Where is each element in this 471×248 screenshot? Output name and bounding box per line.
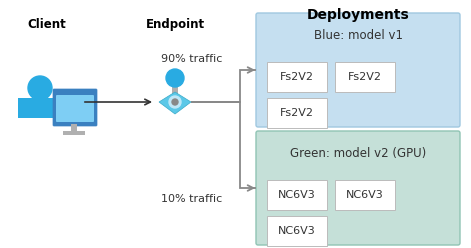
Circle shape [166,69,184,87]
Text: Client: Client [28,18,66,31]
FancyBboxPatch shape [256,13,460,127]
Text: NC6V3: NC6V3 [278,190,316,200]
Text: Deployments: Deployments [307,8,409,22]
Text: Blue: model v1: Blue: model v1 [314,29,403,42]
Bar [71,124,77,132]
FancyBboxPatch shape [335,180,395,210]
Polygon shape [159,92,191,114]
Text: 10% traffic: 10% traffic [161,194,222,204]
FancyBboxPatch shape [56,95,94,122]
FancyBboxPatch shape [267,62,327,92]
FancyBboxPatch shape [267,216,327,246]
Text: NC6V3: NC6V3 [278,226,316,236]
Text: Fs2V2: Fs2V2 [348,72,382,82]
Text: NC6V3: NC6V3 [346,190,384,200]
Polygon shape [18,98,62,118]
Bar [63,131,85,135]
FancyBboxPatch shape [335,62,395,92]
Circle shape [172,99,178,105]
Text: 90% traffic: 90% traffic [161,54,222,64]
FancyBboxPatch shape [53,89,97,126]
Text: Endpoint: Endpoint [146,18,204,31]
FancyBboxPatch shape [267,180,327,210]
Circle shape [28,76,52,100]
FancyBboxPatch shape [267,98,327,128]
Text: Green: model v2 (GPU): Green: model v2 (GPU) [290,147,426,160]
FancyBboxPatch shape [256,131,460,245]
Text: Fs2V2: Fs2V2 [280,108,314,118]
Circle shape [169,96,181,108]
Text: Fs2V2: Fs2V2 [280,72,314,82]
Bar [172,82,178,112]
